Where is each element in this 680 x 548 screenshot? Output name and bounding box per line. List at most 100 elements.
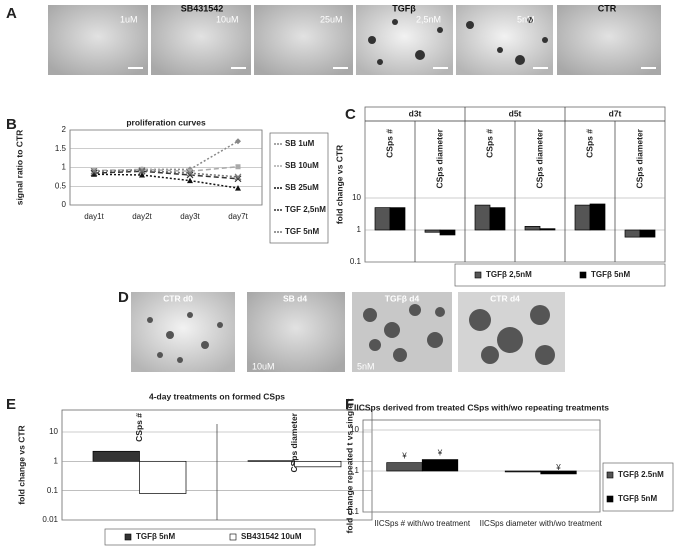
legend-swatch [579, 271, 587, 279]
image-label: 5nM [357, 361, 375, 371]
line [93, 169, 239, 178]
marker [187, 177, 193, 184]
chart-title: proliferation curves [126, 117, 206, 127]
panel-a: 1uM 10uM 25uM 2,5nM 5nM SB431542 TGFβ CT… [48, 3, 661, 75]
marker [235, 164, 241, 170]
micrograph [247, 292, 345, 372]
legend-label: SB 25uM [285, 183, 319, 192]
marker [187, 168, 193, 174]
panel-label: A [6, 5, 17, 22]
marker [138, 167, 146, 174]
x-tick-label: CSps # [484, 129, 494, 158]
marker [90, 167, 98, 175]
legend-label: TGFβ 5nM [136, 532, 175, 541]
x-tick-label: IICSps # with/wo treatment [374, 519, 470, 528]
group-label: CTR [598, 3, 617, 13]
y-tick-label: 0.01 [42, 515, 58, 524]
micrograph [151, 5, 251, 75]
marker [139, 172, 145, 178]
y-tick-label: 10 [350, 425, 359, 434]
legend-swatch [606, 471, 614, 479]
y-tick-label: 0 [62, 200, 67, 209]
image-label: 10uM [252, 361, 275, 371]
y-axis-label: signal ratio to CTR [14, 130, 24, 206]
y-tick-label: 10 [49, 427, 58, 436]
spheres [147, 304, 555, 365]
bar [92, 450, 140, 462]
y-tick-label: 2 [62, 125, 67, 134]
bar [639, 229, 656, 238]
bar [386, 462, 423, 472]
x-tick-label: day1t [84, 212, 104, 221]
marker [90, 169, 98, 177]
spheres [368, 17, 548, 65]
image-label: 5nM [517, 14, 535, 24]
y-tick-label: 0.1 [348, 507, 360, 516]
image-label: 1uM [120, 14, 138, 24]
line [93, 173, 239, 189]
marker [235, 185, 241, 191]
bar [474, 204, 491, 231]
y-tick-label: 0.1 [350, 257, 362, 266]
y-axis-label: fold change repeated t vs single t [344, 399, 354, 534]
image-label: 2,5nM [416, 14, 441, 24]
line [93, 166, 239, 173]
annotation: ¥ [555, 463, 561, 472]
bar [374, 207, 391, 231]
bar [389, 207, 406, 231]
image-label: 10uM [216, 14, 239, 24]
line [93, 140, 239, 172]
y-tick-label: 0.5 [55, 181, 67, 190]
marker [234, 175, 242, 183]
legend-label: SB431542 10uM [241, 532, 302, 541]
group-label: SB431542 [181, 3, 224, 13]
marker [235, 138, 241, 145]
x-tick-label: CSps diameter [434, 128, 444, 188]
bar [539, 228, 556, 231]
bar [540, 470, 577, 475]
x-tick-label: CSps # [384, 129, 394, 158]
bar [424, 229, 441, 233]
bar [139, 460, 187, 494]
bar [439, 229, 456, 236]
bar [489, 207, 506, 231]
bar [524, 226, 541, 231]
legend-box [269, 132, 329, 244]
x-tick-label: CSps diameter [534, 128, 544, 188]
x-tick-label: day7t [228, 212, 248, 221]
bar [294, 460, 342, 468]
bar [421, 459, 459, 472]
legend-swatch [229, 533, 237, 541]
micrograph [557, 5, 661, 75]
x-tick-label: CSps diameter [289, 412, 299, 472]
y-axis-label: fold change vs CTR [334, 145, 344, 224]
chart-title: 4-day treatments on formed CSps [149, 391, 285, 401]
panel-d: CTR d0 SB d4 TGFβ d4 CTR d4 10uM 5nM [131, 292, 565, 372]
legend-label: TGF 5nM [285, 227, 320, 236]
group-label: d5t [509, 108, 522, 118]
annotation: ¥ [437, 449, 443, 458]
image-title: TGFβ d4 [385, 293, 420, 303]
legend-label: SB 1uM [285, 139, 315, 148]
x-tick-label: IICSps diameter with/wo treatment [480, 519, 603, 528]
x-tick-label: day3t [180, 212, 200, 221]
micrograph [254, 5, 353, 75]
y-axis-label: fold change vs CTR [16, 425, 26, 504]
x-tick-label: CSps diameter [634, 128, 644, 188]
micrograph [48, 5, 148, 75]
y-tick-label: 1 [62, 163, 67, 172]
legend-label: TGFβ 5nM [618, 494, 657, 503]
legend-swatch [124, 533, 132, 541]
legend-label: TGFβ 5nM [591, 270, 630, 279]
legend-box [602, 462, 674, 512]
group-label: d7t [609, 108, 622, 118]
panel-label: D [118, 289, 129, 306]
legend-swatch [606, 495, 614, 503]
legend-label: TGFβ 2,5nM [486, 270, 532, 279]
bar [624, 229, 641, 238]
y-tick-label: 1 [355, 466, 360, 475]
chart-title: IICSps derived from treated CSps with/wo… [354, 402, 609, 412]
legend-box [454, 263, 666, 287]
